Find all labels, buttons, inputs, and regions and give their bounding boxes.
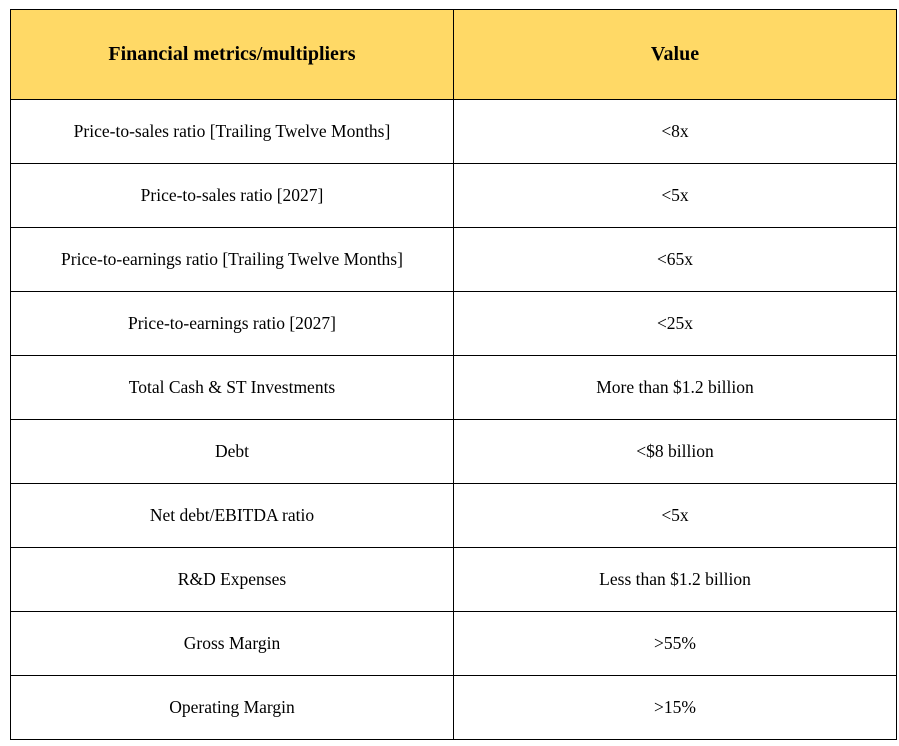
metric-cell: Debt [10, 419, 454, 484]
metric-cell: Price-to-sales ratio [Trailing Twelve Mo… [10, 99, 454, 164]
table-row: R&D Expenses Less than $1.2 billion [10, 547, 897, 612]
value-cell: >55% [453, 611, 897, 676]
metric-cell: Operating Margin [10, 675, 454, 740]
table-row: Debt <$8 billion [10, 419, 897, 484]
metric-cell: Price-to-sales ratio [2027] [10, 163, 454, 228]
value-cell: >15% [453, 675, 897, 740]
header-cell: Value [453, 9, 897, 100]
metric-cell: Total Cash & ST Investments [10, 355, 454, 420]
table-row: Gross Margin >55% [10, 611, 897, 676]
header-row: Financial metrics/multipliers Value [10, 9, 897, 100]
table-body: Price-to-sales ratio [Trailing Twelve Mo… [10, 99, 897, 740]
metric-cell: Price-to-earnings ratio [Trailing Twelve… [10, 227, 454, 292]
value-cell: <$8 billion [453, 419, 897, 484]
metric-cell: Gross Margin [10, 611, 454, 676]
value-cell: Less than $1.2 billion [453, 547, 897, 612]
table-row: Net debt/EBITDA ratio <5x [10, 483, 897, 548]
metric-cell: R&D Expenses [10, 547, 454, 612]
value-cell: <25x [453, 291, 897, 356]
metric-cell: Net debt/EBITDA ratio [10, 483, 454, 548]
header-cell: Financial metrics/multipliers [10, 9, 454, 100]
metric-cell: Price-to-earnings ratio [2027] [10, 291, 454, 356]
value-cell: <8x [453, 99, 897, 164]
table-row: Price-to-sales ratio [2027] <5x [10, 163, 897, 228]
table-row: Total Cash & ST Investments More than $1.… [10, 355, 897, 420]
table-row: Operating Margin >15% [10, 675, 897, 740]
table-row: Price-to-earnings ratio [Trailing Twelve… [10, 227, 897, 292]
table-header: Financial metrics/multipliers Value [10, 9, 897, 100]
value-cell: <5x [453, 483, 897, 548]
value-cell: <65x [453, 227, 897, 292]
value-cell: <5x [453, 163, 897, 228]
table-row: Price-to-sales ratio [Trailing Twelve Mo… [10, 99, 897, 164]
metrics-table: Financial metrics/multipliers Value Price… [10, 9, 897, 740]
value-cell: More than $1.2 billion [453, 355, 897, 420]
table-row: Price-to-earnings ratio [2027] <25x [10, 291, 897, 356]
